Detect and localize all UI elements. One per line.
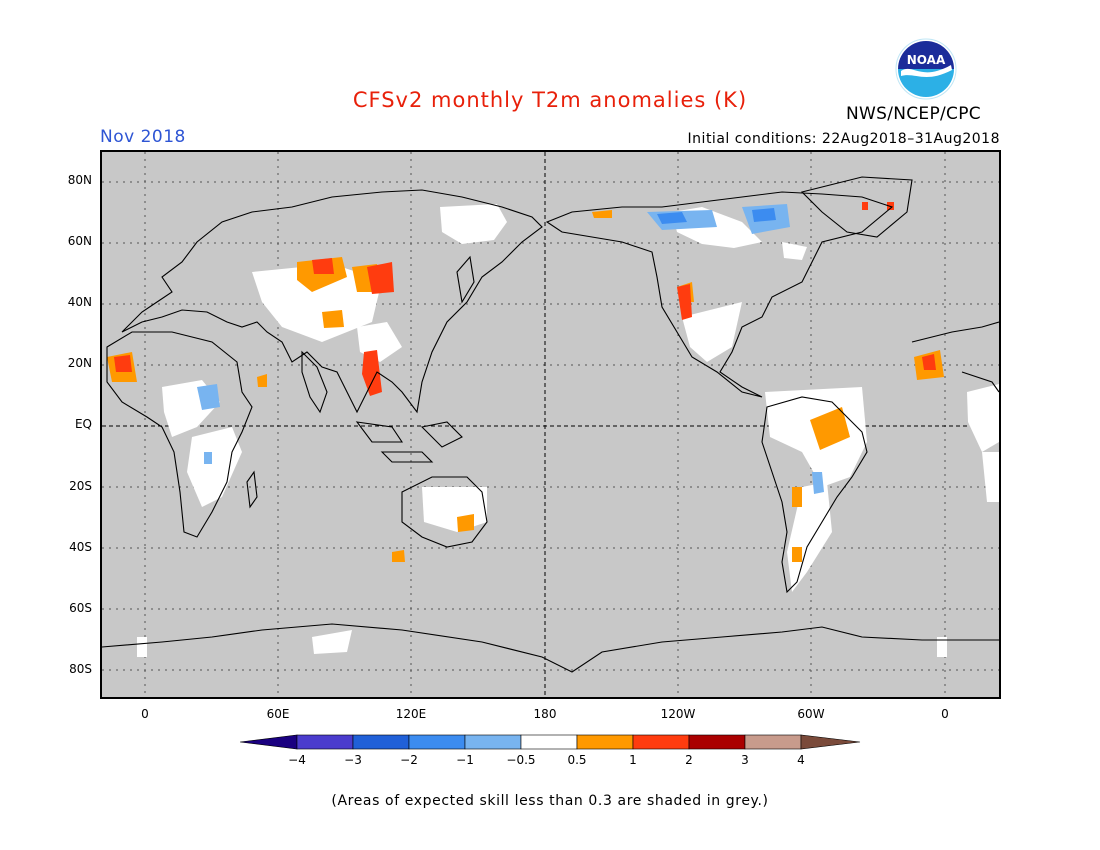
reference-lines — [102, 152, 999, 697]
lat-label-40n: 40N — [67, 295, 92, 309]
colorbar-segment — [520, 734, 578, 750]
colorbar-label: 4 — [797, 753, 805, 767]
forecast-month: Nov 2018 — [100, 127, 186, 147]
colorbar-segment — [464, 734, 522, 750]
lon-label-120w: 120W — [660, 707, 696, 721]
colorbar-segment — [576, 734, 634, 750]
logo-text: NOAA — [907, 53, 946, 67]
colorbar-label: −4 — [288, 753, 306, 767]
map-canvas — [102, 152, 999, 697]
anomaly-near-zero — [137, 204, 999, 657]
greenland-coast — [800, 176, 913, 238]
colorbar-label: 1 — [629, 753, 637, 767]
africa-coast — [106, 331, 253, 538]
colorbar-label: 3 — [741, 753, 749, 767]
australia-coast — [401, 476, 488, 548]
colorbar-segment-above-4 — [800, 734, 861, 750]
anomaly-red — [114, 202, 936, 396]
colorbar-segment — [296, 734, 354, 750]
lat-label-eq: EQ — [74, 417, 92, 431]
colorbar-label: −3 — [344, 753, 362, 767]
lat-label-60s: 60S — [69, 601, 92, 615]
agency-label: NWS/NCEP/CPC — [846, 104, 981, 124]
coastlines — [102, 176, 999, 673]
anomaly-light-blue — [197, 204, 824, 494]
lat-label-20n: 20N — [67, 356, 92, 370]
world-map — [100, 150, 1001, 699]
colorbar-label: 2 — [685, 753, 693, 767]
lat-label-80s: 80S — [69, 662, 92, 676]
lon-label-0-right: 0 — [941, 707, 949, 721]
colorbar-segment — [688, 734, 746, 750]
footnote: (Areas of expected skill less than 0.3 a… — [331, 793, 769, 809]
colorbar-segment — [352, 734, 410, 750]
eurasia-coast — [121, 189, 543, 414]
colorbar-label: −1 — [456, 753, 474, 767]
colorbar-label: −0.5 — [506, 753, 536, 767]
colorbar-segment — [744, 734, 802, 750]
chart-title: CFSv2 monthly T2m anomalies (K) — [352, 88, 748, 112]
lat-label-20s: 20S — [69, 479, 92, 493]
lat-label-40s: 40S — [69, 540, 92, 554]
anomaly-blue — [657, 208, 776, 224]
colorbar-label: 0.5 — [567, 753, 587, 767]
lat-label-60n: 60N — [67, 234, 92, 248]
lon-label-180: 180 — [533, 707, 557, 721]
map-gridlines — [102, 152, 999, 697]
colorbar — [240, 734, 861, 750]
south-america-coast — [761, 396, 868, 594]
initial-conditions: Initial conditions: 22Aug2018–31Aug2018 — [687, 131, 1000, 147]
colorbar-segment-below-4 — [240, 734, 298, 750]
lon-label-60w: 60W — [797, 707, 825, 721]
noaa-logo-icon: NOAA — [895, 38, 957, 100]
lon-label-0-left: 0 — [141, 707, 149, 721]
colorbar-label: −2 — [400, 753, 418, 767]
colorbar-segment — [408, 734, 466, 750]
antarctica-coast — [102, 623, 999, 673]
north-america-coast — [545, 191, 894, 398]
lon-label-120e: 120E — [395, 707, 427, 721]
lon-label-60e: 60E — [266, 707, 290, 721]
lat-label-80n: 80N — [67, 173, 92, 187]
colorbar-segment — [632, 734, 690, 750]
